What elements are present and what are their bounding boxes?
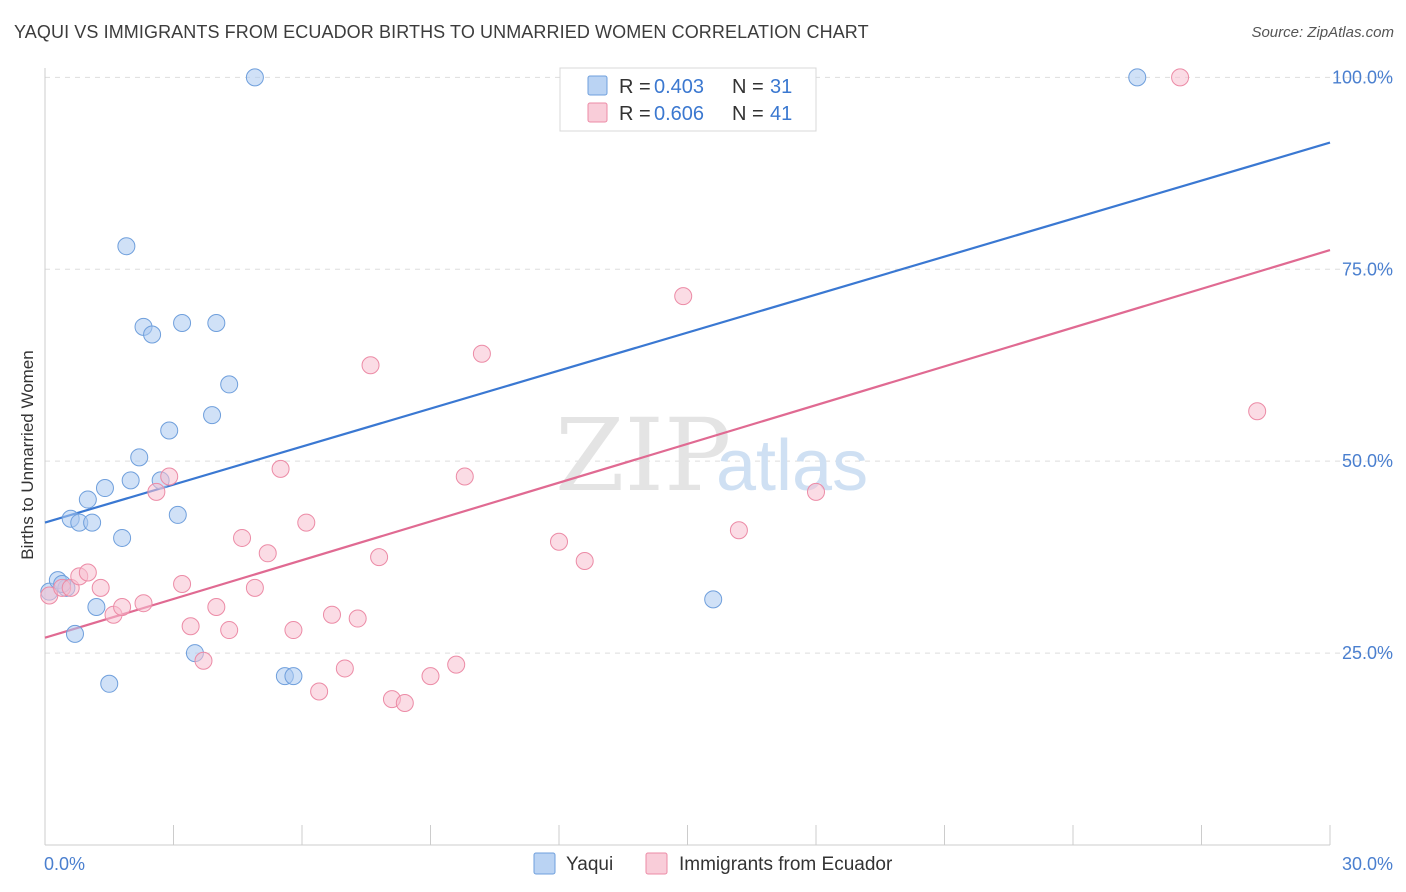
point-ecuador	[113, 598, 132, 617]
point-yaqui	[65, 624, 84, 643]
point-yaqui	[121, 471, 140, 490]
point-ecuador	[550, 532, 568, 551]
legend-box: R = 0.403 N = 31 R = 0.606 N = 41	[559, 67, 817, 132]
y-axis-label: Births to Unmarried Women	[18, 350, 37, 559]
legend-swatch-ecuador	[587, 102, 608, 123]
point-yaqui	[78, 490, 97, 509]
point-ecuador	[258, 544, 277, 563]
y-tick-label: 50.0%	[1342, 451, 1393, 471]
legend-n-label: N =	[732, 76, 764, 98]
point-yaqui	[100, 674, 119, 693]
tick-labels: 25.0% 50.0% 75.0% 100.0% 0.0% 30.0%	[44, 67, 1393, 874]
trend-line-yaqui	[44, 141, 1331, 524]
point-ecuador	[245, 578, 264, 597]
x-tick-label: 0.0%	[44, 854, 85, 874]
point-yaqui	[113, 528, 132, 547]
point-ecuador	[91, 578, 110, 597]
point-ecuador	[807, 482, 825, 501]
point-ecuador	[335, 659, 354, 678]
legend-n-value: 41	[770, 103, 792, 125]
bottom-legend: Yaqui Immigrants from Ecuador	[533, 852, 893, 875]
x-tick-label: 30.0%	[1342, 854, 1393, 874]
point-ecuador	[1248, 402, 1267, 421]
point-ecuador	[421, 667, 440, 686]
legend-r-label: R =	[619, 76, 651, 98]
legend-swatch-yaqui	[587, 75, 608, 96]
point-ecuador	[348, 609, 367, 628]
point-yaqui	[173, 314, 192, 332]
y-tick-label: 75.0%	[1342, 259, 1393, 279]
point-ecuador	[160, 467, 179, 486]
watermark-zip: ZIP	[555, 397, 731, 514]
bottom-legend-swatch-ecuador	[645, 852, 668, 875]
chart-title: YAQUI VS IMMIGRANTS FROM ECUADOR BIRTHS …	[14, 22, 869, 42]
point-ecuador	[271, 459, 290, 478]
point-yaqui	[130, 448, 149, 467]
watermark-atlas: atlas	[716, 426, 868, 506]
legend-n-value: 31	[770, 76, 792, 98]
point-yaqui	[168, 505, 187, 524]
bottom-legend-swatch-yaqui	[533, 852, 556, 875]
chart-source: Source: ZipAtlas.com	[1251, 24, 1394, 41]
axes	[44, 68, 1331, 846]
point-yaqui	[704, 590, 723, 609]
point-yaqui	[87, 598, 106, 617]
y-tick-label: 100.0%	[1332, 67, 1393, 87]
point-ecuador	[1171, 68, 1190, 87]
point-ecuador	[134, 594, 153, 613]
point-ecuador	[284, 621, 303, 640]
point-ecuador	[181, 617, 200, 636]
bottom-legend-label-ecuador: Immigrants from Ecuador	[679, 854, 893, 875]
point-ecuador	[361, 356, 380, 375]
legend-r-label: R =	[619, 103, 651, 125]
point-ecuador	[447, 655, 466, 674]
point-ecuador	[220, 621, 239, 640]
point-ecuador	[297, 513, 316, 532]
point-yaqui	[245, 68, 264, 87]
point-ecuador	[194, 651, 213, 670]
point-yaqui	[203, 406, 222, 425]
point-yaqui	[160, 421, 179, 440]
point-ecuador	[455, 467, 474, 486]
point-yaqui	[207, 314, 226, 332]
watermark: ZIP atlas	[555, 397, 868, 514]
point-yaqui	[95, 479, 114, 498]
point-ecuador	[78, 563, 97, 582]
point-ecuador	[322, 605, 341, 624]
data-points	[40, 68, 1267, 712]
trend-lines	[44, 141, 1331, 639]
point-yaqui	[284, 667, 303, 686]
legend-r-value: 0.403	[654, 76, 704, 98]
legend-r-value: 0.606	[654, 103, 704, 125]
y-tick-label: 25.0%	[1342, 643, 1393, 663]
point-ecuador	[147, 482, 166, 501]
point-ecuador	[173, 575, 192, 593]
point-ecuador	[674, 287, 693, 306]
trend-line-ecuador	[44, 249, 1331, 639]
point-yaqui	[220, 375, 239, 394]
point-ecuador	[472, 344, 491, 363]
gridlines	[45, 76, 1390, 654]
point-yaqui	[117, 237, 136, 256]
legend-n-label: N =	[732, 103, 764, 125]
point-yaqui	[143, 325, 162, 344]
point-ecuador	[310, 682, 329, 701]
point-ecuador	[207, 598, 226, 617]
point-yaqui	[83, 513, 102, 532]
bottom-legend-label-yaqui: Yaqui	[566, 854, 613, 875]
point-ecuador	[729, 521, 748, 540]
point-ecuador	[575, 551, 594, 570]
point-ecuador	[370, 548, 389, 567]
point-ecuador	[233, 528, 252, 547]
point-yaqui	[1128, 68, 1147, 87]
point-ecuador	[395, 693, 414, 712]
